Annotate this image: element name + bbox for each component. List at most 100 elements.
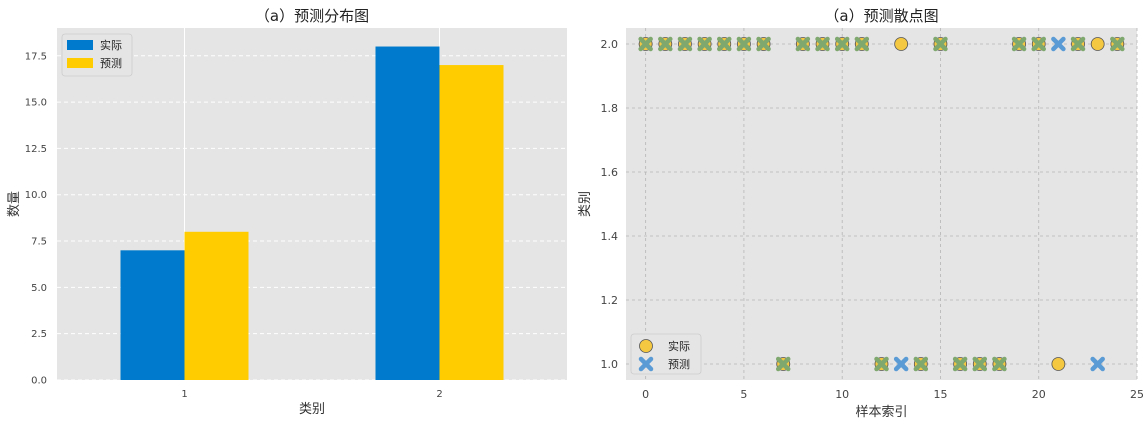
scatter-point-predicted bbox=[1090, 356, 1105, 372]
bar-预测-2 bbox=[439, 65, 504, 380]
scatter-y-tick-label: 2.0 bbox=[601, 38, 619, 51]
scatter-point-predicted-stroke bbox=[677, 36, 693, 52]
scatter-x-tick-label: 15 bbox=[933, 388, 947, 401]
scatter-point-predicted-stroke bbox=[775, 356, 791, 372]
scatter-point-predicted bbox=[854, 36, 870, 52]
scatter-point-predicted-stroke bbox=[736, 36, 752, 52]
scatter-point-predicted bbox=[697, 36, 712, 52]
scatter-y-tick-label: 1.2 bbox=[601, 294, 619, 307]
scatter-y-tick-label: 1.0 bbox=[601, 358, 619, 371]
bar-legend-swatch bbox=[67, 40, 93, 50]
scatter-point-predicted bbox=[893, 356, 909, 372]
scatter-point-predicted-stroke bbox=[893, 356, 909, 372]
bar-y-tick-label: 15.0 bbox=[25, 98, 47, 109]
bar-y-tick-label: 12.5 bbox=[25, 144, 47, 155]
scatter-x-tick-label: 5 bbox=[740, 388, 747, 401]
scatter-point-predicted bbox=[677, 36, 693, 52]
bar-chart-title: （a）预测分布图 bbox=[255, 7, 369, 25]
scatter-point-predicted-stroke bbox=[717, 36, 732, 52]
bar-y-tick-label: 7.5 bbox=[31, 237, 47, 248]
scatter-point-predicted bbox=[1051, 36, 1066, 52]
scatter-point-predicted-stroke bbox=[1011, 36, 1027, 52]
scatter-point-predicted-stroke bbox=[834, 36, 850, 52]
scatter-chart: 1.0 1.2 1.4 1.6 1.8 2.0 0 5 10 15 20 25 样本索引 类别 （a）预测散… bbox=[578, 7, 1143, 420]
scatter-point-predicted bbox=[913, 356, 929, 372]
scatter-point-predicted-stroke bbox=[638, 36, 653, 52]
scatter-legend-marker-predicted bbox=[638, 356, 654, 372]
bar-x-tick-label: 1 bbox=[181, 389, 187, 400]
scatter-point-predicted bbox=[775, 356, 791, 372]
scatter-point-actual bbox=[1090, 37, 1105, 51]
scatter-point-actual bbox=[1051, 357, 1066, 371]
scatter-legend-marker-predicted-stroke bbox=[638, 356, 654, 372]
bar-y-tick-label: 17.5 bbox=[25, 51, 47, 62]
scatter-point-predicted-stroke bbox=[815, 36, 830, 52]
scatter-point-predicted-stroke bbox=[1110, 36, 1125, 52]
scatter-point-predicted bbox=[1031, 36, 1046, 52]
bar-x-axis-label: 类别 bbox=[299, 402, 325, 417]
scatter-point-predicted-stroke bbox=[1051, 36, 1066, 52]
scatter-point-predicted bbox=[1011, 36, 1027, 52]
bar-实际-2 bbox=[375, 46, 440, 381]
scatter-point-predicted-stroke bbox=[992, 356, 1007, 372]
bar-y-tick-label: 2.5 bbox=[31, 329, 47, 340]
scatter-point-predicted bbox=[717, 36, 732, 52]
bar-y-tick-label: 10.0 bbox=[25, 190, 47, 201]
bar-legend-swatch bbox=[67, 58, 93, 68]
scatter-x-axis-label: 样本索引 bbox=[855, 405, 907, 420]
bar-实际-1 bbox=[120, 250, 185, 380]
scatter-point-predicted bbox=[972, 356, 988, 372]
scatter-y-axis-label: 类别 bbox=[578, 191, 593, 217]
scatter-chart-title: （a）预测散点图 bbox=[824, 7, 938, 25]
scatter-point-predicted bbox=[952, 356, 968, 372]
bar-legend-label: 预测 bbox=[100, 57, 122, 70]
bar-chart: 0.0 2.5 5.0 7.5 10.0 12.5 15.0 17.5 1 2 类别 数量 （a）预测分… bbox=[7, 7, 567, 417]
scatter-point-predicted bbox=[736, 36, 752, 52]
scatter-y-tick-label: 1.4 bbox=[601, 230, 619, 243]
bar-x-tick-label: 2 bbox=[436, 389, 442, 400]
scatter-point-predicted bbox=[1110, 36, 1125, 52]
scatter-point-predicted-stroke bbox=[933, 36, 948, 52]
scatter-x-tick-label: 0 bbox=[642, 388, 649, 401]
bar-y-axis-label: 数量 bbox=[7, 191, 22, 217]
scatter-legend-label: 实际 bbox=[668, 339, 690, 353]
scatter-point-predicted bbox=[795, 36, 811, 52]
scatter-plot-area bbox=[626, 28, 1137, 380]
scatter-x-tick-label: 10 bbox=[835, 388, 849, 401]
scatter-legend-marker-actual bbox=[639, 339, 653, 353]
scatter-point-predicted-stroke bbox=[1031, 36, 1046, 52]
bar-y-tick-label: 0.0 bbox=[31, 376, 47, 387]
scatter-point-predicted-stroke bbox=[854, 36, 870, 52]
scatter-point-predicted bbox=[638, 36, 653, 52]
scatter-point-predicted bbox=[834, 36, 850, 52]
scatter-point-predicted-stroke bbox=[1070, 36, 1086, 52]
bar-legend-label: 实际 bbox=[100, 38, 122, 52]
bar-y-tick-label: 5.0 bbox=[31, 283, 47, 294]
scatter-point-predicted bbox=[933, 36, 948, 52]
scatter-point-actual bbox=[894, 37, 909, 51]
scatter-x-tick-label: 25 bbox=[1130, 388, 1143, 401]
scatter-point-predicted-stroke bbox=[697, 36, 712, 52]
bar-预测-1 bbox=[184, 231, 249, 380]
scatter-point-predicted-stroke bbox=[1090, 356, 1105, 372]
scatter-point-predicted bbox=[992, 356, 1007, 372]
scatter-point-predicted-stroke bbox=[874, 356, 889, 372]
scatter-point-predicted bbox=[658, 36, 673, 52]
scatter-point-predicted bbox=[1070, 36, 1086, 52]
scatter-point-predicted bbox=[874, 356, 889, 372]
scatter-legend-label: 预测 bbox=[668, 358, 690, 371]
scatter-y-tick-label: 1.8 bbox=[601, 102, 619, 115]
scatter-point-predicted-stroke bbox=[658, 36, 673, 52]
scatter-y-tick-label: 1.6 bbox=[601, 166, 619, 179]
scatter-x-tick-label: 20 bbox=[1032, 388, 1046, 401]
scatter-point-predicted-stroke bbox=[913, 356, 929, 372]
scatter-point-predicted bbox=[756, 36, 771, 52]
scatter-point-predicted bbox=[815, 36, 830, 52]
scatter-point-predicted-stroke bbox=[756, 36, 771, 52]
scatter-point-predicted-stroke bbox=[952, 356, 968, 372]
scatter-point-predicted-stroke bbox=[972, 356, 988, 372]
